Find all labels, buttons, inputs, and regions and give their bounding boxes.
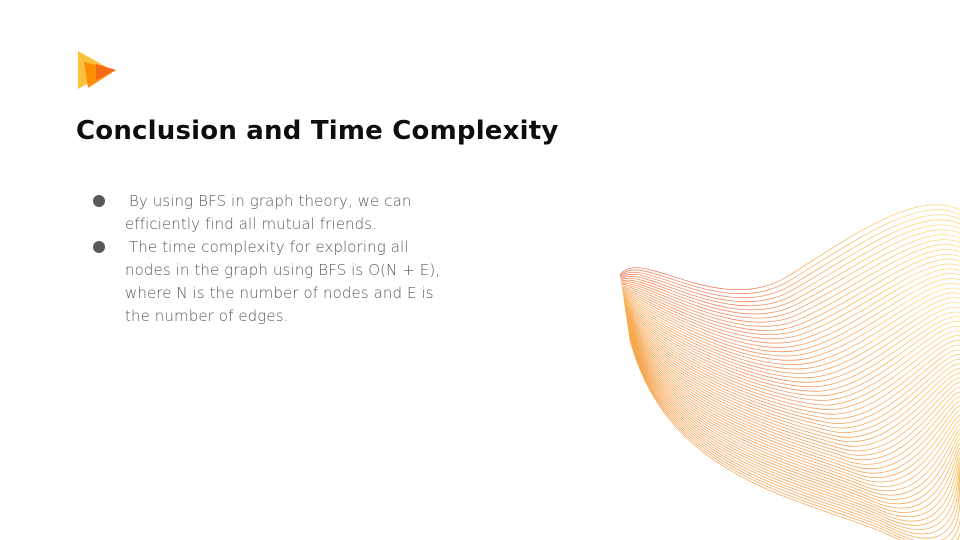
wave-line <box>623 299 960 388</box>
wave-line <box>624 307 960 420</box>
bullet-list: By using BFS in graph theory, we can eff… <box>92 190 442 328</box>
wave-line <box>620 214 960 298</box>
wave-line <box>622 295 960 370</box>
wave-line <box>623 298 960 383</box>
wave-line <box>629 336 960 539</box>
wave-line <box>621 244 960 323</box>
wave-line <box>622 282 960 357</box>
wave-line <box>626 320 960 474</box>
wave-line <box>625 312 960 443</box>
wave-line <box>623 300 960 392</box>
wave-line <box>628 335 960 535</box>
wave-line <box>620 234 960 315</box>
wave-line <box>629 339 960 540</box>
wave-line <box>622 287 960 361</box>
wave-line <box>622 292 960 365</box>
wave-line <box>628 332 960 522</box>
wave-line <box>621 258 960 335</box>
bullet-text: The time complexity for exploring all no… <box>125 238 441 325</box>
wave-line <box>622 273 960 348</box>
wave-line <box>624 308 960 424</box>
bullet-item: The time complexity for exploring all no… <box>92 236 442 328</box>
wave-line <box>629 337 960 540</box>
wave-line <box>620 224 960 307</box>
wave-line <box>626 319 960 469</box>
wave-line <box>626 316 960 456</box>
wave-line <box>628 333 960 526</box>
wave-line <box>627 324 960 492</box>
wave-line <box>626 317 960 460</box>
wave-line <box>623 301 960 397</box>
wave-line <box>624 306 960 415</box>
wave-line <box>621 263 960 340</box>
wave-line <box>628 330 960 513</box>
wave-line <box>625 313 960 447</box>
bullet-dot-icon <box>93 241 105 253</box>
wave-line <box>621 239 960 319</box>
wave-line <box>620 229 960 311</box>
wave-line <box>625 309 960 429</box>
slide-title: Conclusion and Time Complexity <box>76 116 559 146</box>
wave-line <box>628 334 960 530</box>
wave-line <box>626 318 960 465</box>
wave-line <box>620 219 960 303</box>
line-wave-decoration <box>619 204 960 540</box>
wave-line <box>624 305 960 410</box>
wave-line <box>622 278 960 352</box>
play-triangle-logo-icon <box>78 51 116 89</box>
bullet-text: By using BFS in graph theory, we can eff… <box>125 192 412 233</box>
bullet-dot-icon <box>93 195 105 207</box>
wave-line <box>624 304 960 406</box>
wave-line <box>628 331 960 518</box>
wave-line <box>627 326 960 500</box>
wave-line <box>627 325 960 496</box>
wave-line <box>622 268 960 344</box>
wave-line <box>621 254 960 331</box>
wave-line <box>626 321 960 478</box>
wave-line <box>623 297 960 379</box>
wave-line <box>625 311 960 438</box>
wave-line <box>627 323 960 487</box>
wave-line <box>621 249 960 327</box>
wave-line <box>627 322 960 483</box>
wave-line <box>619 204 960 291</box>
wave-line <box>625 314 960 452</box>
wave-line <box>625 310 960 434</box>
wave-line <box>619 209 960 295</box>
wave-line <box>627 329 960 509</box>
bullet-item: By using BFS in graph theory, we can eff… <box>92 190 442 236</box>
wave-line <box>624 302 960 401</box>
wave-line <box>623 296 960 374</box>
wave-line <box>629 338 960 540</box>
wave-line <box>627 327 960 505</box>
